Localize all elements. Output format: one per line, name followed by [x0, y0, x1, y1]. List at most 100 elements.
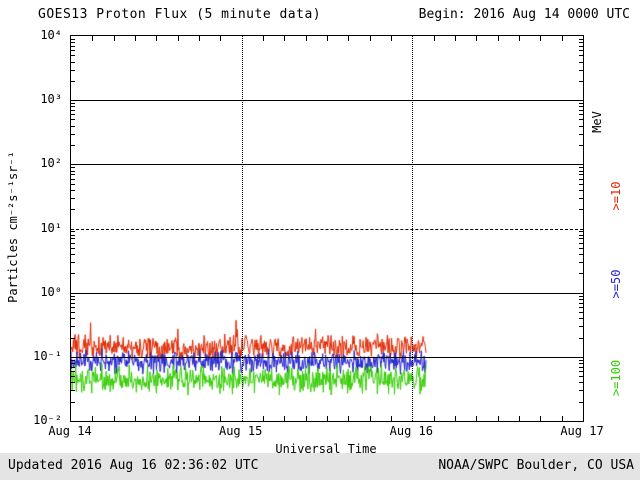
x-minor-tick [497, 416, 499, 421]
x-minor-tick [305, 36, 307, 41]
x-minor-tick [561, 36, 563, 41]
y-minor-tick [71, 359, 75, 361]
y-minor-tick [579, 382, 583, 384]
y-minor-tick [579, 295, 583, 297]
x-tick-label: Aug 14 [48, 424, 92, 438]
y-minor-tick [579, 61, 583, 63]
y-minor-tick [71, 311, 75, 313]
x-minor-tick [327, 36, 328, 41]
y-minor-tick [579, 189, 583, 191]
y-minor-tick [579, 371, 583, 373]
y-minor-tick [71, 366, 75, 368]
y-minor-tick [579, 326, 583, 328]
footer-band: Updated 2016 Aug 16 02:36:02 UTC NOAA/SW… [0, 453, 640, 480]
y-minor-tick [579, 133, 583, 135]
y-minor-tick [579, 366, 583, 368]
x-minor-tick [455, 416, 456, 421]
y-minor-tick [71, 61, 75, 63]
y-minor-tick [71, 45, 75, 47]
x-minor-tick [391, 416, 392, 421]
y-minor-tick [71, 306, 75, 308]
y-minor-tick [579, 50, 583, 52]
x-minor-tick [348, 416, 350, 421]
x-axis-label: Universal Time [275, 442, 377, 456]
y-tick-label: 10² [40, 156, 62, 171]
x-minor-tick [476, 416, 478, 421]
y-minor-tick [579, 183, 583, 185]
y-minor-tick [579, 363, 583, 365]
threshold-dashed-line [71, 228, 583, 230]
x-minor-tick [177, 36, 179, 41]
y-minor-tick [579, 242, 583, 244]
y-minor-tick [71, 262, 75, 264]
x-tick-label: Aug 17 [560, 424, 604, 438]
x-minor-tick [327, 416, 328, 421]
y-minor-tick [579, 247, 583, 249]
y-minor-tick [71, 170, 75, 172]
x-minor-tick [92, 416, 94, 421]
legend-ge50-label: >=50 [609, 269, 623, 299]
y-minor-tick [71, 298, 75, 300]
y-minor-tick [579, 231, 583, 233]
y-minor-tick [71, 42, 75, 44]
x-minor-tick [263, 36, 264, 41]
y-minor-tick [579, 45, 583, 47]
y-tick-label: 10⁰ [40, 284, 62, 299]
x-tick-label: Aug 16 [389, 424, 434, 438]
y-minor-tick [71, 273, 75, 275]
y-minor-tick [579, 273, 583, 275]
x-minor-tick [305, 416, 307, 421]
y-minor-tick [579, 114, 583, 116]
y-tick-label: 10¹ [40, 220, 62, 235]
gridline-horizontal [71, 292, 583, 294]
y-minor-tick [579, 318, 583, 320]
y-minor-tick [71, 125, 75, 127]
x-minor-tick [92, 36, 94, 41]
y-minor-tick [71, 326, 75, 328]
y-minor-tick [71, 178, 75, 180]
y-minor-tick [71, 231, 75, 233]
x-minor-tick [348, 36, 350, 41]
y-minor-tick [71, 390, 75, 392]
y-minor-tick [71, 247, 75, 249]
x-minor-tick [177, 416, 179, 421]
y-minor-tick [579, 178, 583, 180]
y-minor-tick [71, 242, 75, 244]
x-minor-tick [284, 416, 286, 421]
y-minor-tick [579, 298, 583, 300]
x-minor-tick [540, 36, 542, 41]
y-minor-tick [71, 110, 75, 112]
x-minor-tick [476, 36, 478, 41]
x-axis-tick-labels: Aug 14 Aug 15 Aug 16 Aug 17 [48, 424, 603, 440]
gridline-horizontal [71, 356, 583, 358]
x-minor-tick [369, 36, 371, 41]
y-minor-tick [579, 234, 583, 236]
y-tick-label: 10³ [40, 92, 62, 107]
y-minor-tick [71, 254, 75, 256]
x-minor-tick [433, 416, 435, 421]
y-minor-tick [579, 42, 583, 44]
y-minor-tick [579, 103, 583, 105]
x-minor-tick [519, 416, 520, 421]
right-axis-unit-label: MeV [590, 111, 604, 133]
y-minor-tick [71, 382, 75, 384]
y-minor-tick [71, 183, 75, 185]
x-minor-tick [540, 416, 542, 421]
y-minor-tick [71, 371, 75, 373]
x-minor-tick [455, 36, 456, 41]
y-minor-tick [579, 254, 583, 256]
y-minor-tick [71, 302, 75, 304]
y-minor-tick [579, 167, 583, 169]
y-axis-tick-labels: 10⁴ 10³ 10² 10¹ 10⁰ 10⁻¹ 10⁻² [18, 28, 66, 427]
y-minor-tick [579, 170, 583, 172]
y-minor-tick [71, 55, 75, 57]
x-minor-tick [113, 36, 115, 41]
gridline-horizontal [71, 164, 583, 166]
x-minor-tick [220, 416, 222, 421]
x-minor-tick [497, 36, 499, 41]
y-minor-tick [579, 262, 583, 264]
y-minor-tick [579, 125, 583, 127]
y-minor-tick [579, 69, 583, 71]
y-minor-tick [71, 174, 75, 176]
